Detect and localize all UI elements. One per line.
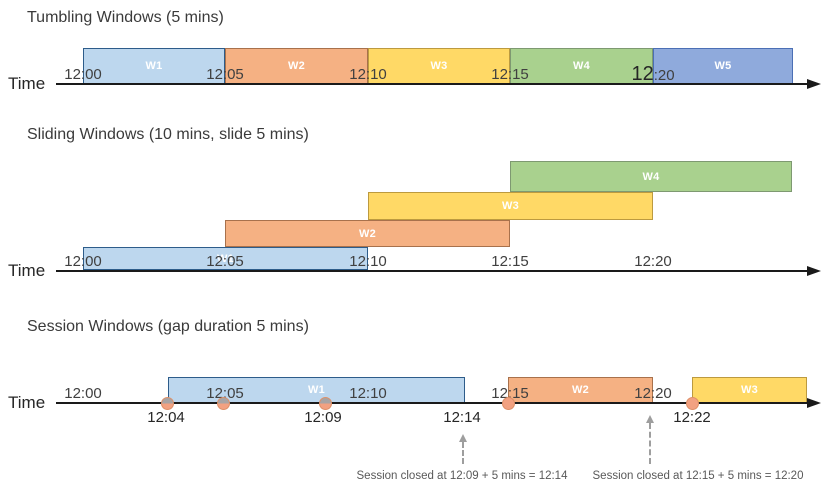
axis-arrowhead-icon — [807, 397, 821, 408]
window-label: W1 — [145, 60, 163, 72]
timeline-axis — [56, 270, 807, 272]
axis-arrowhead-icon — [807, 78, 821, 89]
tick-label: 12:05 — [206, 385, 244, 402]
event-dot — [216, 396, 230, 410]
tick-label: 12:00 — [64, 66, 102, 83]
tick-label: 12:20 — [634, 385, 672, 402]
window-label: W1 — [307, 384, 326, 396]
session-close-arrow-line — [649, 423, 651, 464]
window-block-w2: W2 — [225, 220, 510, 247]
window-label: W1 — [216, 252, 235, 265]
section-title: Tumbling Windows (5 mins) — [27, 9, 224, 26]
tick-label: 12:05 — [206, 253, 244, 270]
window-block-w3: W3 — [368, 192, 653, 220]
window-block-w3: W3 — [368, 48, 510, 84]
window-label: W2 — [358, 227, 377, 240]
window-block-w1: W1 — [83, 48, 225, 84]
window-block-w4: W4 — [510, 161, 792, 192]
window-label: W3 — [430, 60, 448, 72]
tick-hour-big: 12 — [631, 63, 654, 85]
tick-label: 12:10 — [349, 253, 387, 270]
section-title: Session Windows (gap duration 5 mins) — [27, 318, 309, 335]
event-dot — [160, 396, 174, 410]
event-time-label: 12:04 — [147, 409, 185, 426]
time-axis-label: Time — [8, 261, 46, 280]
event-time-label: 12:22 — [673, 409, 711, 426]
event-dot — [685, 396, 699, 410]
window-label: W4 — [572, 60, 591, 72]
tick-label: 12:15 — [491, 66, 529, 83]
timeline-axis — [56, 402, 807, 404]
window-block-w2: W2 — [225, 48, 368, 84]
section-title: Sliding Windows (10 mins, slide 5 mins) — [27, 126, 309, 143]
event-time-label: 12:14 — [443, 409, 481, 426]
tick-label: 12:05 — [206, 66, 244, 83]
time-axis-label: Time — [8, 74, 46, 93]
window-label: W5 — [714, 60, 732, 72]
tick-label: 12:20 — [634, 253, 672, 270]
time-axis-label: Time — [8, 393, 46, 412]
event-dot — [501, 396, 515, 410]
tick-label: 12:10 — [349, 385, 387, 402]
session-close-arrow-icon — [458, 434, 467, 442]
event-time-label: 12:09 — [304, 409, 342, 426]
tick-label: 12:10 — [349, 66, 387, 83]
tick-label: 12:15 — [491, 253, 529, 270]
tick-label: 12:20 — [631, 63, 675, 85]
session-close-note: Session closed at 12:15 + 5 mins = 12:20 — [592, 470, 804, 482]
window-label: W3 — [501, 200, 520, 212]
axis-arrowhead-icon — [807, 265, 821, 276]
window-block-w2: W2 — [508, 377, 653, 403]
timeline-axis — [56, 83, 807, 85]
window-block-w4: W4 — [510, 48, 653, 84]
session-close-note: Session closed at 12:09 + 5 mins = 12:14 — [356, 470, 568, 482]
window-block-w1: W1 — [83, 247, 368, 270]
window-label: W2 — [571, 384, 590, 396]
tick-label: 12:15 — [491, 385, 529, 402]
window-label: W4 — [642, 170, 660, 183]
tick-label: 12:00 — [64, 253, 102, 270]
event-dot — [318, 396, 332, 410]
session-close-arrow-line — [462, 442, 464, 464]
window-label: W3 — [740, 384, 759, 396]
tick-label: 12:00 — [64, 385, 102, 402]
window-label: W2 — [287, 60, 306, 72]
session-close-arrow-icon — [645, 415, 654, 423]
window-block-w3: W3 — [692, 377, 807, 403]
